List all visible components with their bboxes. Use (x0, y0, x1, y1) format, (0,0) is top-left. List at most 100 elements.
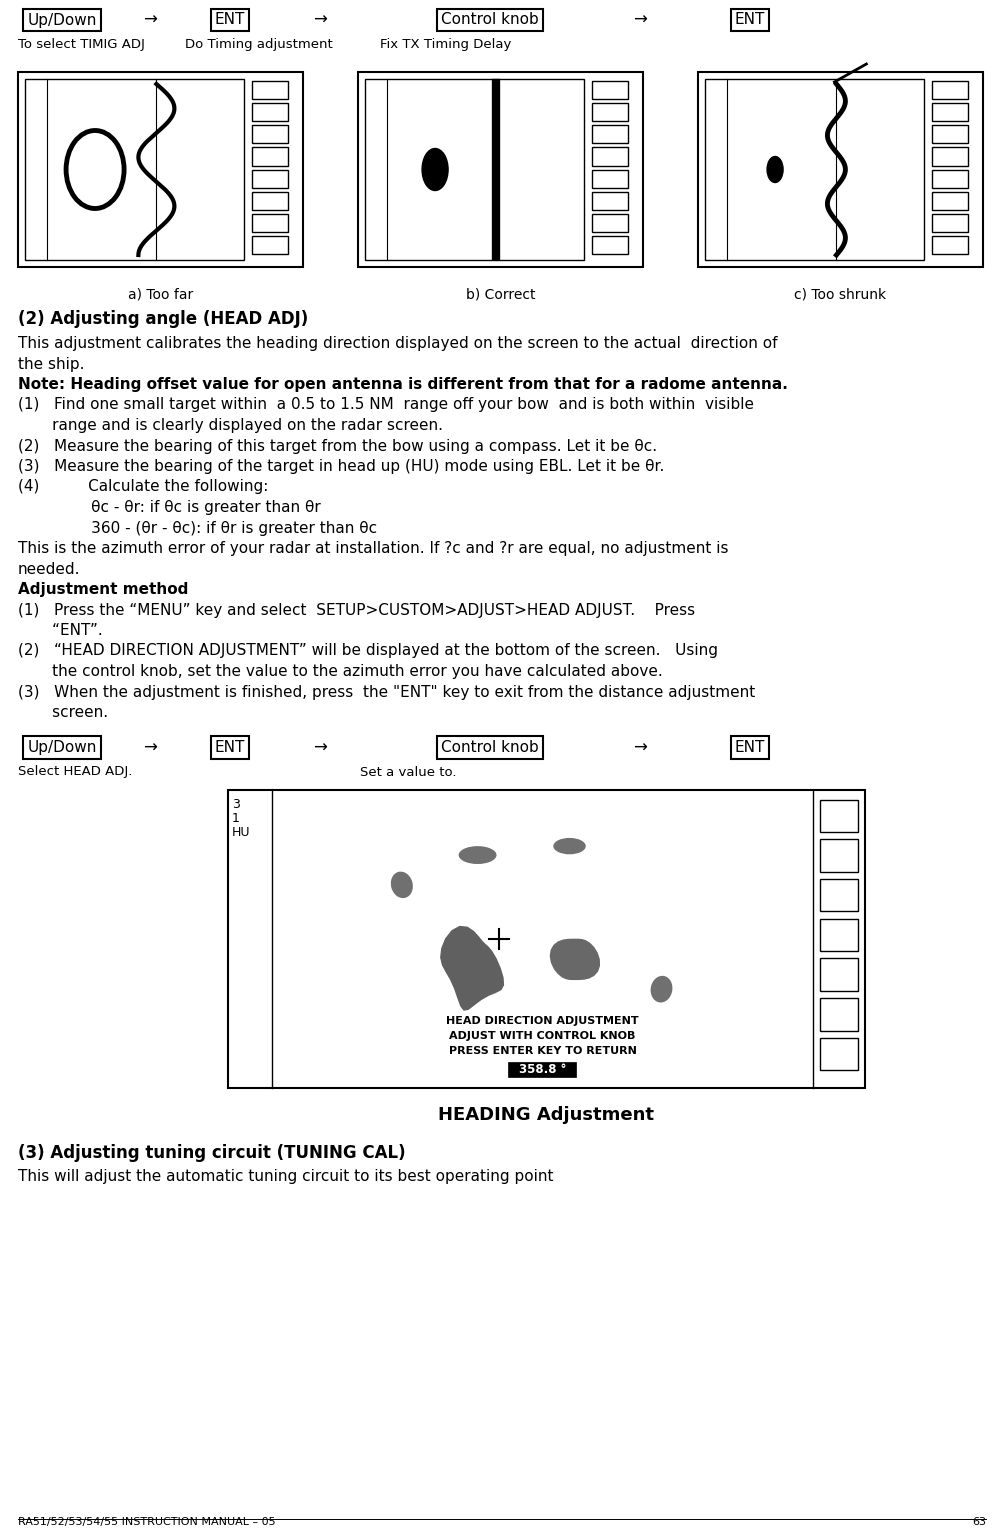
Text: the control knob, set the value to the azimuth error you have calculated above.: the control knob, set the value to the a… (18, 664, 662, 679)
Bar (819, 958, 858, 990)
Bar (819, 839, 858, 872)
Ellipse shape (553, 838, 585, 855)
Text: ADJUST WITH CONTROL KNOB: ADJUST WITH CONTROL KNOB (449, 1030, 635, 1041)
Text: “ENT”.: “ENT”. (18, 624, 102, 638)
Bar (819, 1038, 858, 1070)
Bar (819, 879, 858, 912)
Text: Control knob: Control knob (440, 12, 539, 28)
Bar (592, 191, 627, 209)
Text: 358.8 °: 358.8 ° (519, 1063, 566, 1076)
Text: (2)   Measure the bearing of this target from the bow using a compass. Let it be: (2) Measure the bearing of this target f… (18, 439, 657, 453)
Bar (931, 125, 967, 143)
Bar (931, 214, 967, 233)
Text: (3)   Measure the bearing of the target in head up (HU) mode using EBL. Let it b: (3) Measure the bearing of the target in… (18, 459, 664, 474)
Text: RA51/52/53/54/55 INSTRUCTION MANUAL – 05: RA51/52/53/54/55 INSTRUCTION MANUAL – 05 (18, 1517, 276, 1528)
Text: ENT: ENT (734, 741, 764, 755)
Bar (819, 919, 858, 952)
Bar (819, 799, 858, 832)
Bar (252, 82, 288, 99)
Bar (931, 148, 967, 165)
Text: HEADING Adjustment: HEADING Adjustment (438, 1106, 654, 1124)
Text: Set a value to.: Set a value to. (360, 765, 456, 779)
Text: needed.: needed. (18, 562, 80, 576)
Bar (358, 72, 642, 266)
Text: →: → (142, 11, 156, 29)
Bar (931, 236, 967, 254)
Ellipse shape (458, 845, 496, 864)
Text: →: → (142, 739, 156, 756)
Text: →: → (633, 11, 646, 29)
Bar (18, 72, 303, 266)
Bar (592, 236, 627, 254)
Text: ENT: ENT (215, 741, 245, 755)
Text: a) Too far: a) Too far (127, 286, 193, 300)
Text: range and is clearly displayed on the radar screen.: range and is clearly displayed on the ra… (18, 417, 442, 433)
Text: →: → (633, 739, 646, 756)
Text: Up/Down: Up/Down (27, 12, 96, 28)
Text: b) Correct: b) Correct (465, 286, 535, 300)
Text: →: → (313, 11, 327, 29)
Bar (931, 191, 967, 209)
Bar (592, 82, 627, 99)
Bar (508, 1063, 576, 1076)
Text: →: → (313, 739, 327, 756)
Text: screen.: screen. (18, 705, 108, 721)
Text: c) Too shrunk: c) Too shrunk (793, 286, 886, 300)
Text: (1)   Find one small target within  a 0.5 to 1.5 NM  range off your bow  and is : (1) Find one small target within a 0.5 t… (18, 397, 753, 413)
Bar (931, 103, 967, 122)
Bar (704, 79, 923, 260)
Bar (931, 82, 967, 99)
Text: 1: 1 (232, 812, 240, 824)
Bar (592, 214, 627, 233)
Text: (4)          Calculate the following:: (4) Calculate the following: (18, 479, 268, 494)
Bar (228, 790, 865, 1087)
Text: 3: 3 (232, 798, 240, 810)
Bar (697, 72, 982, 266)
Ellipse shape (421, 148, 447, 191)
Bar (252, 191, 288, 209)
Text: Fix TX Timing Delay: Fix TX Timing Delay (379, 38, 511, 51)
Bar (252, 103, 288, 122)
Text: This adjustment calibrates the heading direction displayed on the screen to the : This adjustment calibrates the heading d… (18, 336, 776, 351)
Bar (25, 79, 244, 260)
Text: Up/Down: Up/Down (27, 741, 96, 755)
Ellipse shape (650, 976, 672, 1003)
Text: Do Timing adjustment: Do Timing adjustment (185, 38, 332, 51)
Text: PRESS ENTER KEY TO RETURN: PRESS ENTER KEY TO RETURN (448, 1046, 636, 1056)
Text: Adjustment method: Adjustment method (18, 582, 189, 598)
Bar (252, 125, 288, 143)
Text: Select HEAD ADJ.: Select HEAD ADJ. (18, 765, 132, 779)
Ellipse shape (390, 872, 412, 898)
Text: ENT: ENT (215, 12, 245, 28)
Text: (2)   “HEAD DIRECTION ADJUSTMENT” will be displayed at the bottom of the screen.: (2) “HEAD DIRECTION ADJUSTMENT” will be … (18, 644, 717, 659)
Bar (592, 125, 627, 143)
Text: (2) Adjusting angle (HEAD ADJ): (2) Adjusting angle (HEAD ADJ) (18, 310, 308, 328)
Ellipse shape (766, 157, 782, 183)
Text: To select TIMIG ADJ: To select TIMIG ADJ (18, 38, 144, 51)
Text: θc - θr: if θc is greater than θr: θc - θr: if θc is greater than θr (18, 500, 320, 514)
Bar (252, 214, 288, 233)
Text: HU: HU (232, 825, 251, 838)
Bar (365, 79, 584, 260)
Polygon shape (550, 939, 599, 979)
Bar (252, 148, 288, 165)
Text: 360 - (θr - θc): if θr is greater than θc: 360 - (θr - θc): if θr is greater than θ… (18, 521, 377, 536)
Text: ENT: ENT (734, 12, 764, 28)
Text: 63: 63 (971, 1517, 985, 1528)
Bar (931, 169, 967, 188)
Text: Note: Heading offset value for open antenna is different from that for a radome : Note: Heading offset value for open ante… (18, 377, 787, 393)
Bar (592, 103, 627, 122)
Bar (819, 998, 858, 1030)
Polygon shape (440, 927, 503, 1010)
Text: (1)   Press the “MENU” key and select  SETUP>CUSTOM>ADJUST>HEAD ADJUST.    Press: (1) Press the “MENU” key and select SETU… (18, 602, 694, 618)
Text: This is the azimuth error of your radar at installation. If ?c and ?r are equal,: This is the azimuth error of your radar … (18, 541, 728, 556)
Text: This will adjust the automatic tuning circuit to its best operating point: This will adjust the automatic tuning ci… (18, 1169, 553, 1184)
Bar (592, 148, 627, 165)
Text: (3) Adjusting tuning circuit (TUNING CAL): (3) Adjusting tuning circuit (TUNING CAL… (18, 1144, 405, 1161)
Text: the ship.: the ship. (18, 356, 84, 371)
Text: Control knob: Control knob (440, 741, 539, 755)
Bar (252, 236, 288, 254)
Text: HEAD DIRECTION ADJUSTMENT: HEAD DIRECTION ADJUSTMENT (445, 1016, 638, 1026)
Bar (592, 169, 627, 188)
Bar (252, 169, 288, 188)
